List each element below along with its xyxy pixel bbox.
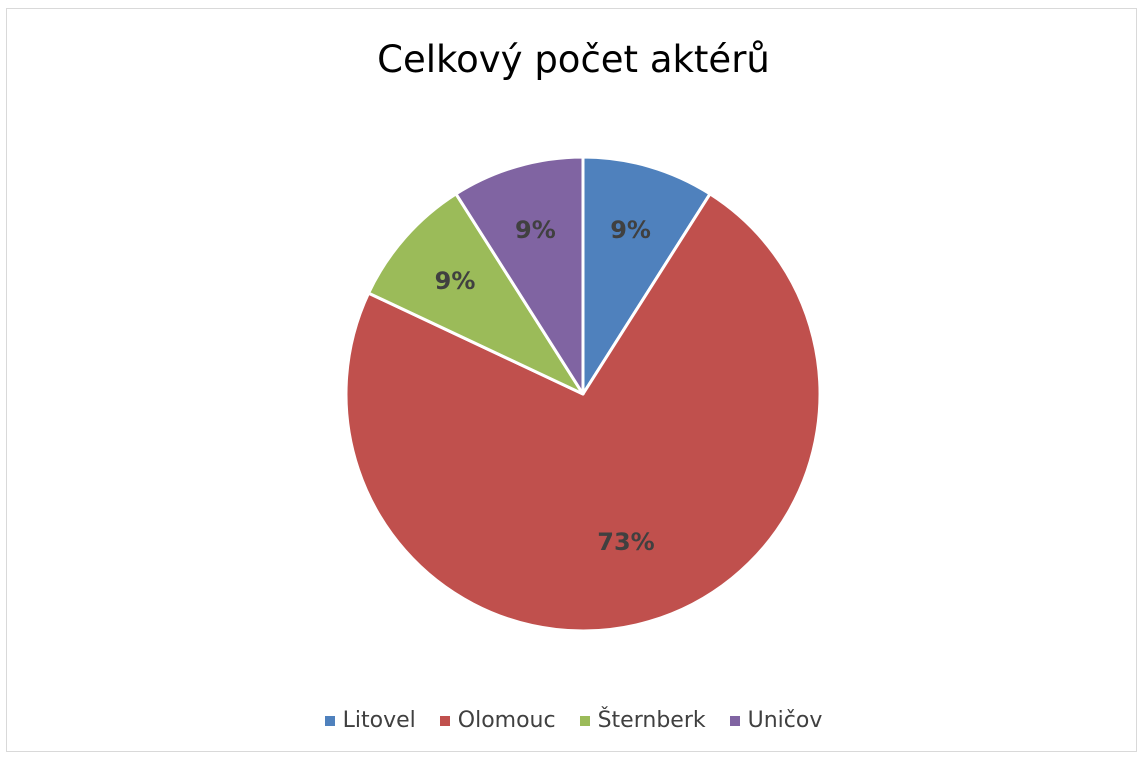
pie-labels: 9% 73% 9% 9%	[435, 216, 655, 556]
legend-item-uničov: Uničov	[729, 708, 823, 733]
data-label-olomouc: 73%	[597, 528, 654, 556]
pie-slices	[344, 155, 822, 633]
pie-slice-litovel	[581, 155, 712, 396]
chart-title: Celkový počet aktérů	[377, 38, 770, 81]
data-label-uničov: 9%	[515, 216, 556, 244]
pie-slice-olomouc	[344, 192, 822, 633]
legend: Litovel Olomouc Šternberk Uničov	[0, 708, 1147, 733]
data-label-litovel: 9%	[610, 216, 651, 244]
legend-swatch-icon	[324, 715, 335, 726]
pie-slice-šternberk	[367, 192, 585, 396]
legend-label: Uničov	[747, 708, 823, 733]
legend-swatch-icon	[729, 715, 740, 726]
legend-label: Šternberk	[597, 708, 706, 733]
data-label-šternberk: 9%	[435, 267, 476, 295]
legend-label: Litovel	[342, 708, 416, 733]
legend-item-olomouc: Olomouc	[439, 708, 556, 733]
legend-swatch-icon	[579, 715, 590, 726]
legend-swatch-icon	[439, 715, 450, 726]
legend-label: Olomouc	[457, 708, 556, 733]
legend-item-šternberk: Šternberk	[579, 708, 706, 733]
legend-item-litovel: Litovel	[324, 708, 416, 733]
pie-slice-uničov	[454, 155, 585, 396]
